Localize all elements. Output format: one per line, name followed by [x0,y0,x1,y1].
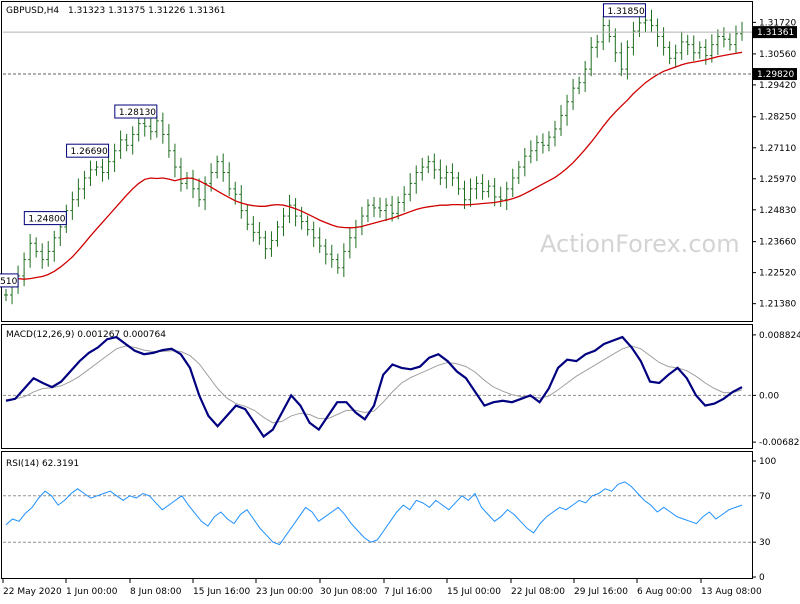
symbol-label: GBPUSD,H4 [6,6,59,16]
annotation-label: 1.31850 [607,7,644,17]
rsi-y-tick-label: 30 [759,538,771,548]
x-tick-label: 29 Jul 16:00 [574,587,628,597]
x-tick-label: 6 Aug 00:00 [637,587,692,597]
price-panel-frame [1,1,753,322]
price-y-tick-label: 1.22520 [759,269,796,279]
annotation-box [23,211,67,226]
price-y-tick-label: 1.25970 [759,175,796,185]
rsi-y-tick-label: 100 [759,457,776,467]
price-y-tick-label: 1.28250 [759,113,796,123]
current-price-label: 1.31361 [757,28,794,38]
macd-y-tick-label: 0.00 [759,391,779,401]
x-tick-label: 22 May 2020 [3,587,62,597]
annotation-label: 1.22510 [0,277,18,287]
horizontal-level-tag [753,68,797,81]
price-y-tick-label: 1.24830 [759,206,796,216]
x-tick-label: 7 Jul 16:00 [384,587,433,597]
price-y-tick-label: 1.27110 [759,144,796,154]
x-tick-label: 30 Jun 08:00 [320,587,377,597]
annotation-label: 1.26690 [71,147,108,157]
current-price-tag [753,26,797,39]
price-y-tick-label: 1.21380 [759,300,796,310]
rsi-title: RSI(14) 62.3191 [6,459,79,469]
price-y-tick-label: 1.23660 [759,238,796,248]
x-tick-label: 23 Jun 00:00 [256,587,313,597]
macd-line [5,335,743,439]
macd-y-tick-label: -0.006825 [759,438,800,448]
annotation-label: 1.28130 [119,108,156,118]
rsi-y-tick-label: 0 [759,573,765,583]
macd-panel-frame [1,324,753,449]
price-y-tick-label: 1.31720 [759,18,796,28]
moving-average-line [5,51,743,280]
x-tick-label: 1 Jun 00:00 [66,587,118,597]
rsi-panel-frame [1,451,753,579]
macd-y-tick-label: 0.008824 [759,331,800,341]
x-tick-label: 22 Jul 08:00 [511,587,565,597]
annotation-box [114,104,158,119]
price-y-tick-label: 1.29420 [759,81,796,91]
x-tick-label: 13 Aug 08:00 [701,587,762,597]
macd-title: MACD(12,26,9) 0.001267 0.000764 [6,330,166,340]
rsi-y-tick-label: 70 [759,492,771,502]
annotation-box [66,143,110,158]
horizontal-level-label: 1.29820 [757,70,794,80]
annotation-box [0,273,19,288]
price-y-tick-label: 1.30560 [759,50,796,60]
annotation-box [602,3,646,18]
x-tick-label: 8 Jun 08:00 [130,587,182,597]
x-tick-label: 15 Jun 16:00 [193,587,250,597]
ohlc-label: 1.31323 1.31375 1.31226 1.31361 [68,6,225,16]
watermark: ActionForex.com [540,230,740,258]
x-tick-label: 15 Jul 00:00 [447,587,501,597]
rsi-line [5,481,743,546]
annotation-label: 1.24800 [28,215,65,225]
